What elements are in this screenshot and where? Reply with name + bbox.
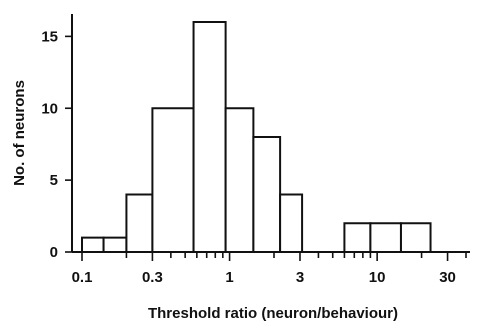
x-tick-label: 10 bbox=[369, 269, 386, 286]
x-tick-label: 3 bbox=[296, 269, 304, 286]
histogram-bar bbox=[125, 193, 154, 253]
x-tick-label: 1 bbox=[225, 269, 233, 286]
histogram-bar bbox=[279, 193, 304, 253]
histogram-bar bbox=[399, 222, 432, 253]
x-axis-ticks: 0.1 0.3 1 3 10 30 bbox=[72, 252, 467, 286]
histogram-bar bbox=[224, 107, 255, 253]
histogram-bar bbox=[252, 136, 282, 253]
x-tick-label: 0.3 bbox=[142, 269, 163, 286]
y-tick-label: 0 bbox=[50, 244, 58, 261]
histogram-bar bbox=[192, 21, 227, 253]
y-axis-ticks: 0 5 10 15 bbox=[41, 28, 72, 261]
histogram-bar bbox=[151, 107, 195, 253]
y-tick-label: 5 bbox=[50, 172, 58, 189]
histogram-bar bbox=[369, 222, 402, 253]
x-tick-label: 0.1 bbox=[72, 269, 93, 286]
histogram-bar bbox=[102, 236, 128, 253]
histogram-bar bbox=[81, 236, 105, 253]
y-axis-label: No. of neurons bbox=[11, 80, 28, 186]
axes bbox=[71, 14, 470, 253]
x-tick-label: 30 bbox=[439, 269, 456, 286]
y-tick-label: 10 bbox=[41, 100, 58, 117]
histogram-bars bbox=[81, 21, 432, 253]
y-tick-label: 15 bbox=[41, 28, 58, 45]
histogram-bar bbox=[343, 222, 372, 253]
x-axis-label: Threshold ratio (neuron/behaviour) bbox=[148, 305, 398, 322]
